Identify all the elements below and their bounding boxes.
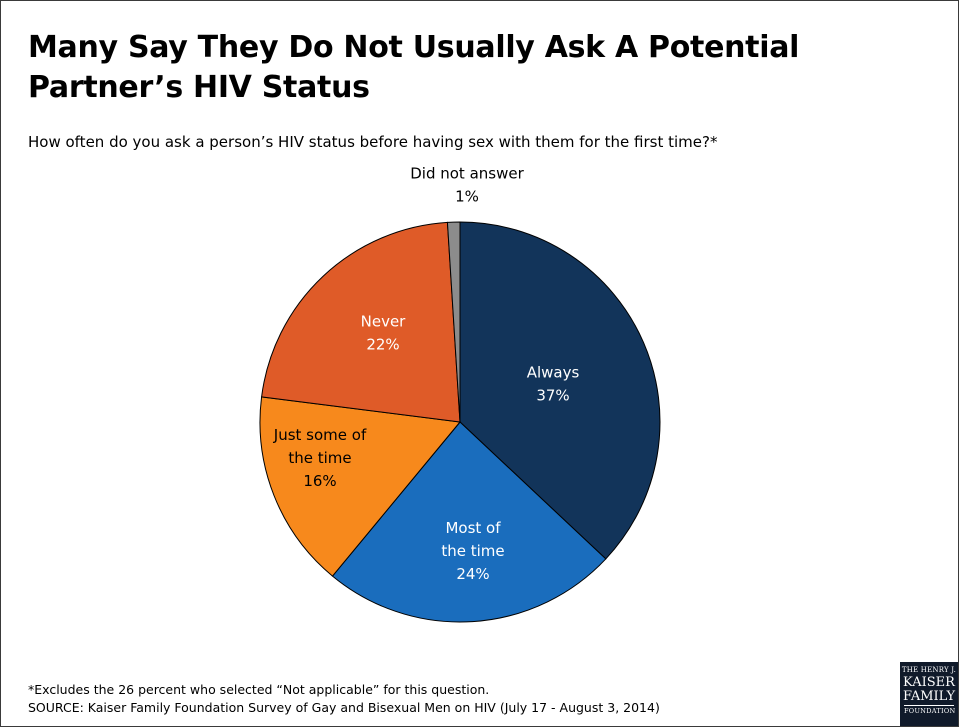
logo-line-1: THE HENRY J. [901,666,957,674]
pie-slice-never [261,221,461,423]
logo-line-2: KAISER [903,675,955,690]
footnote: *Excludes the 26 percent who selected “N… [28,681,828,717]
slice-label-just-some-of-the-time: Just some of the time 16% [273,426,367,490]
slice-category-label: Never [361,313,407,331]
pie-slice-did-not-answer [446,221,461,423]
logo-line-4: FOUNDATION [904,705,956,715]
slice-category-label: Most of [445,519,501,537]
slice-category-label: Always [527,364,580,382]
slice-label-did-not-answer: Did not answer 1% [410,165,524,206]
slice-category-label: the time [288,449,351,467]
pie-slice-always [459,221,661,560]
slice-value-label: 22% [366,336,399,354]
footnote-exclusion-note: *Excludes the 26 percent who selected “N… [28,682,490,697]
slice-value-label: 1% [455,188,479,206]
slice-value-label: 24% [456,565,489,583]
pie-slice-most-of-the-time [331,421,607,623]
logo-line-3: FAMILY [902,689,956,704]
chart-subtitle: How often do you ask a person’s HIV stat… [28,133,718,151]
pie-slice-just-some-of-the-time [259,396,461,577]
slice-label-never: Never 22% [361,313,407,354]
slice-label-always: Always 37% [527,364,580,405]
slice-category-label: Did not answer [410,165,524,183]
footnote-source: SOURCE: Kaiser Family Foundation Survey … [28,700,660,715]
kff-logo: THE HENRY J. KAISER FAMILY FOUNDATION [900,662,958,726]
chart-title: Many Say They Do Not Usually Ask A Poten… [28,30,800,105]
slice-category-label: the time [441,542,504,560]
slice-value-label: 16% [303,472,336,490]
slice-label-most-of-the-time: Most of the time 24% [441,519,504,583]
slice-category-label: Just some of [273,426,367,444]
slice-value-label: 37% [536,387,569,405]
